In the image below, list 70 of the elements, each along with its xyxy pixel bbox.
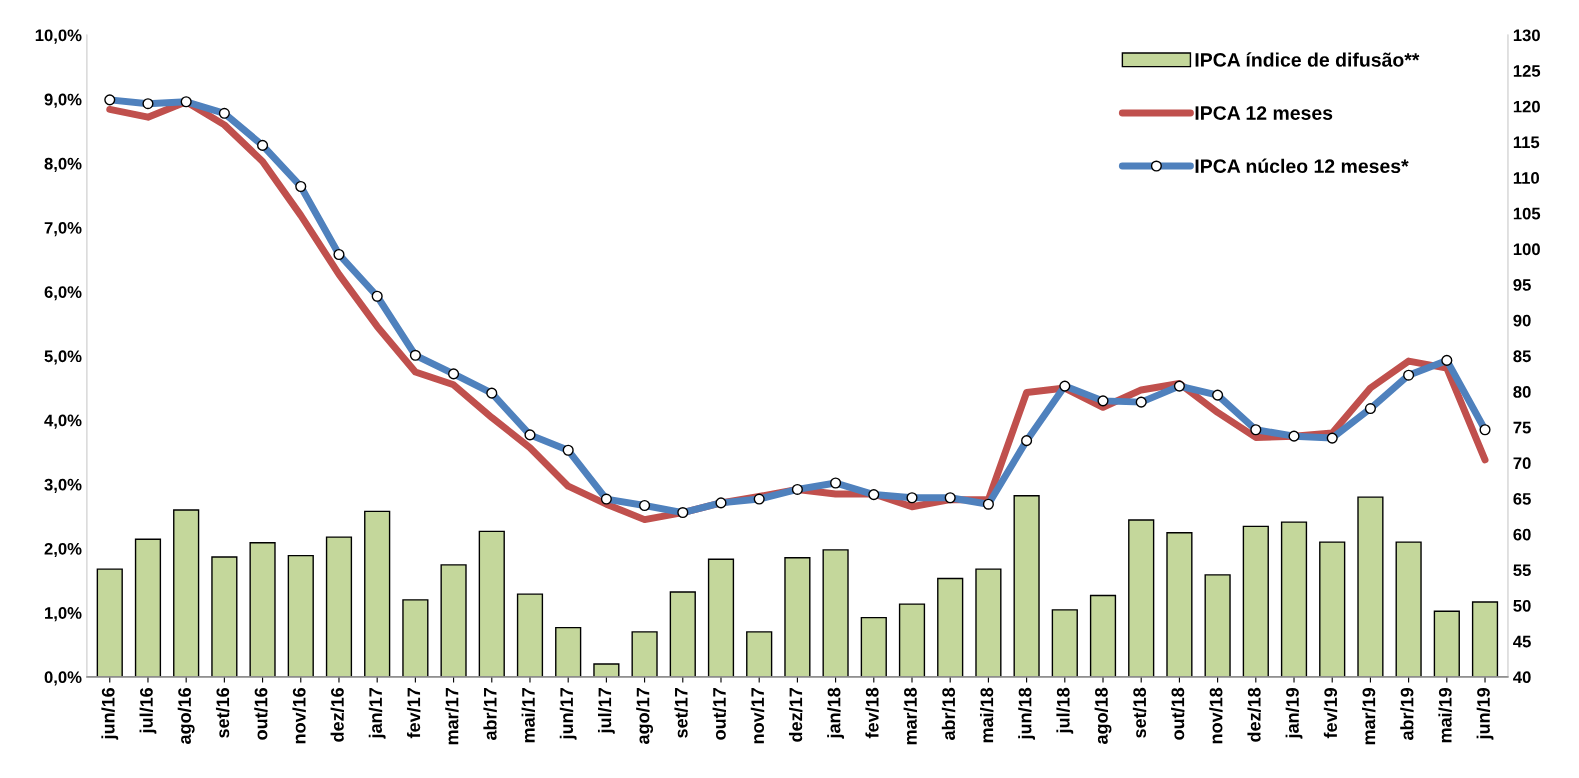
x-tick-label: ago/17 [636,688,654,744]
x-tick-label: jul/18 [1056,687,1074,734]
legend-label: IPCA 12 meses [1195,106,1333,120]
y2-tick-label: 100 [1513,243,1540,256]
x-tick-label: ago/18 [1094,687,1112,744]
x-tick-label: jan/17 [368,688,386,739]
legend-label: IPCA núcleo 12 meses* [1195,158,1409,174]
y-tick-label: 9,0% [44,93,82,108]
y-tick-label: 10,0% [35,29,82,44]
x-tick-label: set/16 [215,687,230,738]
y-tick-label: 2,0% [44,542,82,558]
x-tick-label: jun/16 [101,687,119,740]
y2-tick-label: 120 [1513,100,1540,113]
x-tick-label: jul/17 [597,688,615,734]
x-tick-label: jun/19 [1476,687,1494,740]
x-tick-label: mar/18 [903,687,918,745]
legend-label: IPCA índice de difusão** [1195,52,1420,67]
y2-tick-label: 110 [1513,172,1540,184]
x-tick-label: abr/19 [1400,687,1414,740]
y2-tick-label: 65 [1513,492,1531,505]
x-tick-label: jun/17 [559,688,577,740]
y-tick-label: 6,0% [44,286,82,301]
y2-tick-label: 95 [1513,279,1531,291]
x-tick-label: mar/19 [1362,687,1376,745]
x-tick-label: set/18 [1132,687,1147,738]
y2-tick-label: 90 [1513,314,1531,327]
x-tick-label: set/17 [674,688,688,738]
y2-tick-label: 70 [1513,457,1531,470]
y2-tick-label: 55 [1513,564,1531,577]
x-tick-label: dez/17 [788,688,803,742]
x-tick-label: nov/18 [1209,687,1223,744]
x-tick-label: fev/18 [865,687,879,739]
x-tick-label: mai/18 [979,687,994,743]
x-tick-label: abr/18 [941,687,956,740]
y-tick-label: 3,0% [44,478,82,493]
x-tick-label: mai/19 [1438,687,1452,743]
x-tick-label: mai/17 [521,688,536,743]
x-tick-label: out/17 [712,688,727,740]
y2-tick-label: 105 [1513,207,1541,220]
x-tick-label: out/16 [254,687,268,740]
x-tick-label: fev/17 [406,688,421,739]
y2-tick-label: 80 [1513,385,1531,398]
x-tick-label: jan/18 [827,687,845,739]
y2-tick-label: 125 [1513,65,1541,77]
x-tick-label: fev/19 [1323,687,1338,739]
y-tick-label: 7,0% [44,221,82,237]
y-tick-label: 5,0% [44,350,82,365]
x-tick-label: abr/17 [483,688,497,740]
x-tick-label: jun/18 [1018,687,1036,740]
y2-tick-label: 75 [1513,421,1531,434]
y2-tick-label: 40 [1513,671,1531,684]
y-tick-label: 8,0% [44,157,82,172]
y-tick-label: 0,0% [44,671,82,686]
y2-tick-label: 130 [1513,29,1540,42]
y-tick-label: 4,0% [44,414,82,429]
x-tick-label: nov/16 [292,687,306,744]
y2-tick-label: 50 [1513,599,1531,612]
y2-tick-label: 115 [1513,136,1540,149]
y2-tick-label: 85 [1513,350,1531,363]
x-tick-label: dez/18 [1247,687,1261,742]
x-tick-label: jul/16 [139,687,157,734]
x-tick-label: out/18 [1171,687,1185,740]
x-tick-label: mar/17 [445,688,459,745]
x-tick-label: ago/16 [177,687,195,744]
x-tick-label: jan/19 [1285,687,1303,739]
y-tick-label: 1,0% [45,607,82,622]
x-tick-label: dez/16 [330,687,345,742]
y2-tick-label: 45 [1513,635,1531,648]
y2-tick-label: 60 [1513,528,1531,541]
x-tick-label: nov/17 [750,688,765,744]
